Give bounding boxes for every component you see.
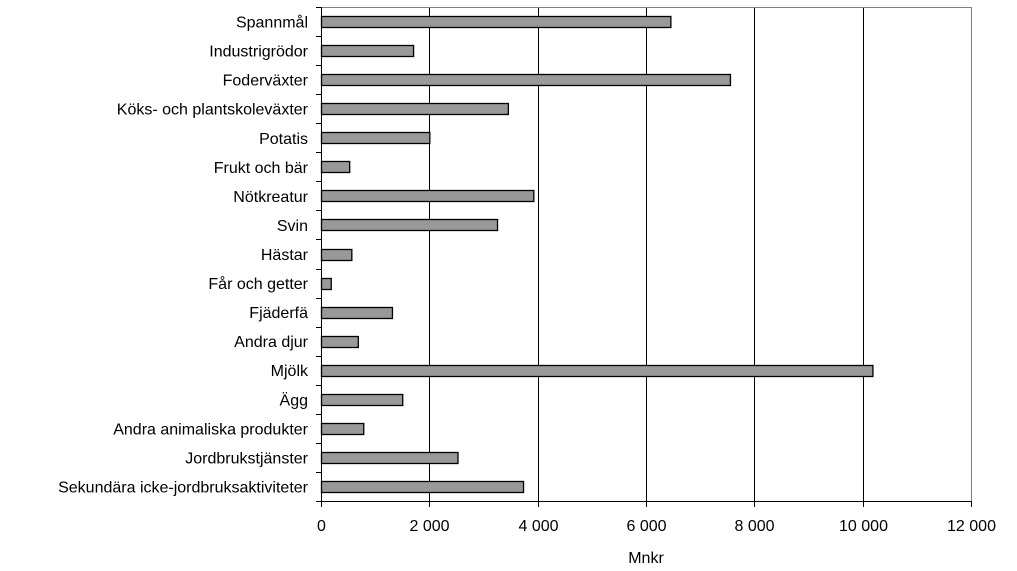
x-tick-label: 4 000 bbox=[518, 518, 558, 535]
category-label: Potatis bbox=[259, 131, 308, 148]
gridlines bbox=[429, 7, 864, 501]
bar bbox=[320, 15, 672, 29]
axes bbox=[316, 7, 972, 507]
x-tick-label: 10 000 bbox=[839, 518, 888, 535]
x-tick-label: 2 000 bbox=[409, 518, 449, 535]
bar bbox=[320, 73, 732, 87]
category-label: Andra djur bbox=[234, 334, 308, 351]
bar bbox=[320, 160, 351, 174]
bar bbox=[320, 277, 332, 291]
category-label: Spannmål bbox=[236, 14, 308, 32]
bar bbox=[320, 102, 510, 116]
x-tick-label: 0 bbox=[317, 518, 326, 535]
category-labels: Spannmål Industrigrödor Foderväxter Köks- o… bbox=[58, 14, 309, 497]
bars bbox=[320, 15, 874, 494]
x-tick-label: 12 000 bbox=[947, 518, 996, 535]
category-label: Fjäderfä bbox=[249, 305, 308, 322]
bar bbox=[320, 131, 431, 145]
x-axis-label: Mnkr bbox=[628, 550, 664, 567]
bar bbox=[320, 480, 525, 494]
category-label: Mjölk bbox=[271, 363, 309, 380]
x-tick-label: 8 000 bbox=[734, 518, 774, 535]
bar bbox=[320, 306, 394, 320]
category-label: Sekundära icke-jordbruksaktiviteter bbox=[58, 479, 309, 496]
category-label: Hästar bbox=[261, 247, 309, 264]
bar bbox=[320, 248, 353, 262]
category-label: Får och getter bbox=[208, 275, 308, 293]
bar bbox=[320, 451, 459, 465]
bar bbox=[320, 364, 874, 378]
x-tick-label: 6 000 bbox=[626, 518, 666, 535]
bar bbox=[320, 335, 359, 349]
bar bbox=[320, 189, 535, 203]
category-label: Industrigrödor bbox=[209, 44, 308, 61]
category-label: Jordbrukstjänster bbox=[185, 450, 308, 467]
category-label: Köks- och plantskoleväxter bbox=[117, 102, 309, 119]
x-tick-labels: 0 2 000 4 000 6 000 8 000 10 000 12 000 bbox=[317, 518, 996, 535]
bar bbox=[320, 393, 404, 407]
category-label: Svin bbox=[277, 218, 308, 235]
category-label: Foderväxter bbox=[223, 73, 309, 90]
category-label: Ägg bbox=[280, 391, 308, 409]
bar bbox=[320, 44, 415, 58]
category-label: Nötkreatur bbox=[233, 189, 308, 206]
category-label: Frukt och bär bbox=[214, 160, 309, 177]
bar bbox=[320, 218, 499, 232]
category-label: Andra animaliska produkter bbox=[113, 421, 308, 438]
bar bbox=[320, 422, 365, 436]
